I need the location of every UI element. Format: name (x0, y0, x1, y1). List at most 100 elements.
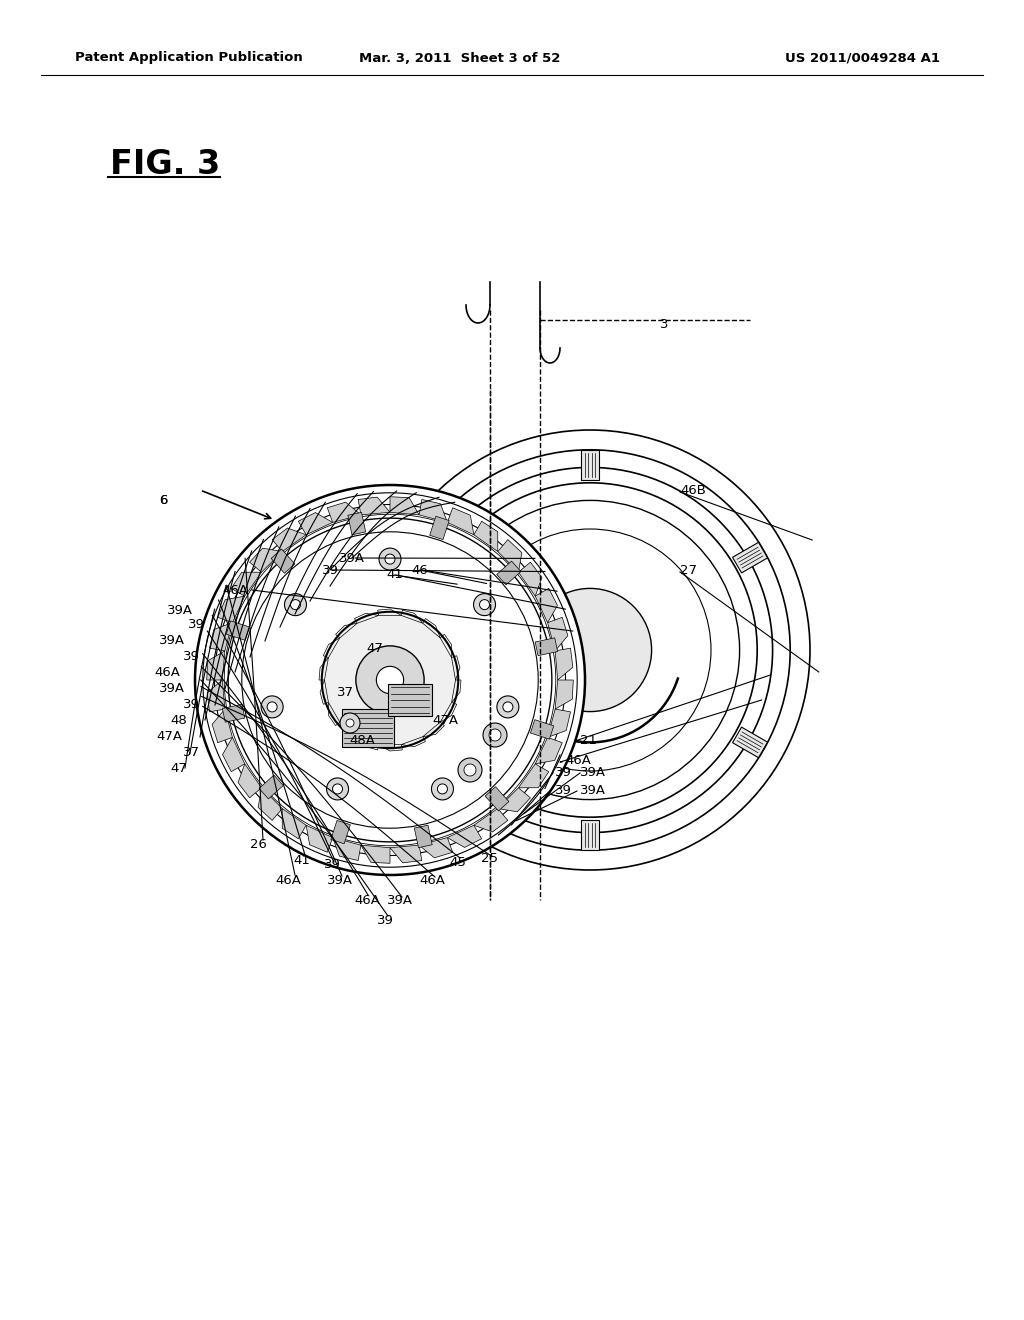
Circle shape (340, 713, 360, 733)
Polygon shape (498, 788, 530, 812)
Circle shape (285, 594, 306, 615)
Polygon shape (419, 838, 453, 858)
Text: Patent Application Publication: Patent Application Publication (75, 51, 303, 65)
Polygon shape (258, 788, 283, 821)
Text: 25: 25 (481, 851, 499, 865)
Polygon shape (207, 680, 225, 711)
Circle shape (291, 599, 300, 610)
Circle shape (473, 594, 496, 615)
Circle shape (385, 554, 395, 564)
Text: 47: 47 (367, 642, 383, 655)
Text: 46A: 46A (419, 874, 445, 887)
Polygon shape (485, 787, 509, 810)
Circle shape (379, 548, 401, 570)
Circle shape (503, 702, 513, 711)
Polygon shape (518, 562, 542, 597)
Text: 48A: 48A (349, 734, 375, 747)
Text: 3: 3 (660, 318, 669, 331)
Circle shape (479, 599, 489, 610)
Polygon shape (474, 521, 498, 552)
Text: 41: 41 (294, 854, 310, 866)
Circle shape (195, 484, 585, 875)
Polygon shape (430, 516, 450, 540)
FancyBboxPatch shape (581, 450, 599, 480)
Polygon shape (415, 825, 432, 847)
Text: 46A: 46A (565, 754, 591, 767)
Polygon shape (222, 705, 245, 722)
Text: 46A: 46A (155, 665, 180, 678)
Polygon shape (536, 638, 558, 656)
Circle shape (333, 784, 343, 793)
Polygon shape (333, 838, 360, 861)
Polygon shape (331, 821, 350, 843)
Text: 47A: 47A (432, 714, 458, 726)
Text: 6: 6 (160, 494, 168, 507)
Polygon shape (259, 775, 284, 799)
Polygon shape (555, 680, 573, 709)
Polygon shape (390, 845, 422, 863)
Polygon shape (497, 561, 521, 585)
Polygon shape (388, 684, 432, 715)
Text: 46A: 46A (354, 894, 380, 907)
Polygon shape (226, 620, 250, 640)
Text: 6: 6 (160, 494, 168, 507)
Circle shape (464, 764, 476, 776)
Text: 39: 39 (555, 784, 571, 796)
FancyBboxPatch shape (581, 820, 599, 850)
Circle shape (261, 696, 283, 718)
Text: 48: 48 (170, 714, 187, 726)
Circle shape (483, 723, 507, 747)
Text: 37: 37 (337, 685, 353, 698)
Polygon shape (207, 651, 225, 680)
Text: 39A: 39A (580, 784, 606, 796)
Polygon shape (283, 808, 306, 838)
Polygon shape (360, 845, 390, 863)
Polygon shape (238, 764, 261, 797)
Polygon shape (306, 825, 333, 853)
Text: 46A: 46A (275, 874, 301, 887)
Text: 46: 46 (412, 564, 428, 577)
Polygon shape (250, 548, 283, 572)
Text: Mar. 3, 2011  Sheet 3 of 52: Mar. 3, 2011 Sheet 3 of 52 (359, 51, 561, 65)
Text: 39: 39 (188, 619, 205, 631)
Polygon shape (348, 512, 366, 535)
Text: 39: 39 (183, 651, 200, 664)
Circle shape (431, 777, 454, 800)
Text: US 2011/0049284 A1: US 2011/0049284 A1 (785, 51, 940, 65)
Polygon shape (218, 597, 245, 623)
Polygon shape (548, 618, 568, 651)
Text: 39: 39 (324, 858, 340, 871)
Polygon shape (447, 825, 481, 847)
Polygon shape (419, 499, 447, 523)
Polygon shape (328, 502, 360, 523)
Polygon shape (447, 508, 474, 535)
FancyBboxPatch shape (413, 543, 447, 573)
Circle shape (228, 519, 552, 842)
Text: 27: 27 (680, 564, 697, 577)
Polygon shape (498, 540, 522, 572)
Circle shape (356, 645, 424, 714)
Polygon shape (231, 572, 261, 597)
Circle shape (327, 777, 348, 800)
Text: 47A: 47A (156, 730, 182, 743)
Text: 46B: 46B (680, 483, 706, 496)
Polygon shape (298, 512, 333, 535)
Text: 39A: 39A (159, 635, 185, 648)
Polygon shape (342, 709, 394, 747)
Polygon shape (210, 623, 232, 651)
Circle shape (497, 696, 519, 718)
Polygon shape (212, 709, 232, 743)
Polygon shape (474, 808, 508, 832)
Polygon shape (222, 738, 245, 772)
Circle shape (346, 719, 354, 727)
Text: FIG. 3: FIG. 3 (110, 149, 220, 181)
Circle shape (528, 589, 651, 711)
Circle shape (322, 611, 459, 748)
Polygon shape (530, 719, 554, 739)
Polygon shape (271, 549, 295, 573)
Circle shape (489, 729, 501, 741)
Circle shape (267, 702, 278, 711)
Text: 39: 39 (183, 698, 200, 711)
Text: 39A: 39A (159, 682, 185, 696)
Text: 37: 37 (183, 747, 200, 759)
